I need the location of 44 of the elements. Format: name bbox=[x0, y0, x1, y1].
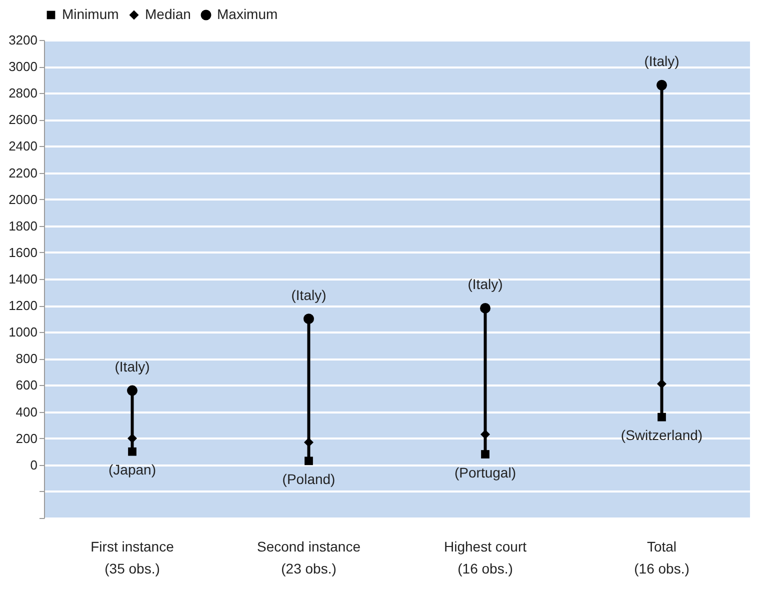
point bbox=[658, 412, 666, 422]
x-tick-label: Second instance (23 obs.) bbox=[256, 538, 361, 576]
point bbox=[656, 80, 667, 90]
y-tick-label: 600 bbox=[16, 378, 38, 393]
point bbox=[657, 379, 666, 389]
y-tick-label: 3200 bbox=[8, 32, 38, 48]
legend-label: Minimum bbox=[62, 6, 119, 22]
y-tick-label: 1000 bbox=[8, 324, 38, 340]
y-tick-label: 1200 bbox=[8, 298, 38, 314]
point bbox=[481, 450, 490, 458]
y-tick-label: 2600 bbox=[8, 112, 38, 128]
y-tick-label: 400 bbox=[16, 404, 38, 420]
y-tick-label: 3000 bbox=[8, 59, 38, 74]
annotation: (Portugal) bbox=[454, 464, 516, 480]
annotation: (Japan) bbox=[108, 462, 156, 478]
annotation: (Italy) bbox=[644, 53, 680, 70]
point bbox=[304, 438, 314, 448]
x-tick-label: Total (16 obs.) bbox=[634, 538, 690, 576]
point bbox=[304, 314, 314, 324]
y-tick-label: 2400 bbox=[8, 138, 38, 154]
y-tick-label: 2000 bbox=[8, 192, 38, 207]
y-tick-label: 1600 bbox=[8, 244, 38, 260]
x-tick-label: First instance (35 obs.) bbox=[90, 538, 174, 576]
y-tick-label: 0 bbox=[30, 457, 38, 472]
y-tick-label: 800 bbox=[16, 351, 38, 366]
annotation: (Italy) bbox=[114, 358, 150, 375]
annotation: (Switzerland) bbox=[620, 427, 703, 444]
annotation: (Italy) bbox=[291, 286, 326, 303]
y-tick-label: 200 bbox=[16, 430, 38, 446]
point bbox=[304, 456, 313, 466]
point bbox=[480, 302, 490, 314]
x-tick-label: Highest court (16 obs.) bbox=[444, 538, 527, 576]
y-tick-label: 1400 bbox=[8, 272, 38, 286]
point bbox=[480, 430, 490, 440]
annotation: (Italy) bbox=[468, 276, 503, 292]
point bbox=[128, 447, 136, 456]
legend-label: Median bbox=[145, 6, 191, 22]
annotation: (Poland) bbox=[282, 470, 336, 487]
y-tick-label: 2200 bbox=[8, 165, 38, 180]
point bbox=[128, 434, 137, 444]
y-tick-label: 2800 bbox=[8, 86, 38, 101]
y-tick-label: 1800 bbox=[8, 218, 38, 234]
legend-label: Maximum bbox=[217, 6, 278, 22]
point bbox=[127, 385, 138, 396]
